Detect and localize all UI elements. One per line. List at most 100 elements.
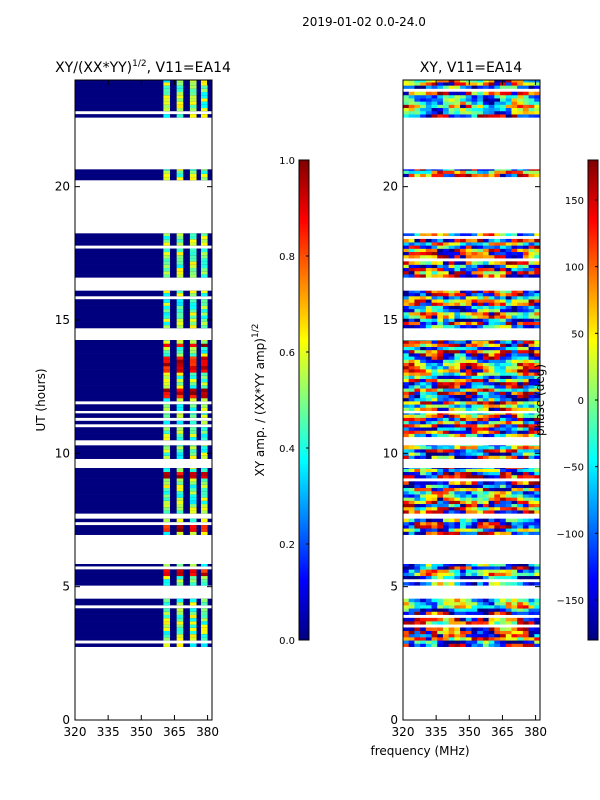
phase-cell (471, 242, 478, 246)
amplitude-channel-cell (189, 582, 197, 586)
phase-cell (482, 404, 489, 408)
phase-cell (477, 531, 484, 535)
phase-cell (437, 318, 444, 322)
amplitude-row (75, 375, 212, 379)
phase-cell (482, 245, 489, 249)
phase-cell (425, 270, 432, 275)
phase-cell (403, 414, 410, 418)
phase-cell (534, 420, 540, 425)
phase-cell (437, 621, 444, 625)
phase-cell (494, 575, 501, 580)
phase-cell (477, 417, 484, 422)
phase-cell (425, 369, 432, 373)
amplitude-colorbar-label: XY amp. / (XX*YY amp)1/2 (251, 324, 267, 477)
phase-cell (437, 484, 444, 489)
amplitude-channel-cell (189, 101, 197, 105)
phase-cell (425, 264, 432, 269)
phase-cell (437, 391, 444, 395)
phase-cell (528, 630, 535, 635)
phase-colorbar-tick-label: 50 (571, 329, 584, 340)
phase-cell (471, 445, 478, 450)
phase-cell (471, 318, 478, 322)
phase-cell (505, 324, 512, 329)
phase-cell (465, 248, 472, 253)
phase-cell (534, 397, 540, 402)
phase-cell (505, 481, 512, 485)
phase-cell (442, 497, 449, 501)
phase-cell (494, 455, 501, 459)
phase-cell (477, 420, 484, 425)
phase-cell (488, 85, 495, 89)
phase-cell (425, 407, 432, 411)
phase-cell (425, 91, 432, 96)
phase-cell (505, 633, 512, 638)
phase-cell (414, 531, 421, 535)
phase-cell (454, 414, 461, 418)
phase-cell (528, 518, 535, 523)
phase-cell (425, 340, 432, 344)
amplitude-ytick-label: 10 (55, 446, 70, 460)
amplitude-row (75, 494, 212, 498)
amplitude-channel-cell (163, 621, 171, 625)
phase-cell (414, 356, 421, 360)
phase-cell (431, 299, 438, 303)
phase-cell (448, 369, 455, 373)
amplitude-channel-cell (189, 490, 197, 495)
phase-cell (460, 420, 467, 425)
amplitude-channel-cell (176, 490, 184, 495)
phase-cell (534, 91, 540, 96)
phase-cell (460, 510, 467, 514)
phase-cell (505, 474, 512, 479)
phase-cell (442, 598, 449, 603)
phase-cell (442, 518, 449, 523)
amplitude-channel-cell (163, 525, 171, 529)
phase-cell (500, 484, 507, 489)
phase-cell (408, 267, 415, 272)
phase-cell (460, 110, 467, 115)
phase-cell (437, 369, 444, 373)
phase-cell (408, 617, 415, 622)
phase-cell (437, 633, 444, 638)
amplitude-row (75, 381, 212, 386)
amplitude-channel-cell (200, 101, 208, 105)
amplitude-channel-cell (200, 497, 208, 501)
phase-cell (517, 359, 524, 363)
phase-cell (522, 630, 529, 635)
phase-cell (488, 107, 495, 112)
phase-cell (471, 245, 478, 249)
phase-cell (448, 611, 455, 615)
phase-cell (448, 484, 455, 489)
phase-cell (414, 264, 421, 269)
phase-cell (482, 169, 489, 171)
phase-cell (471, 487, 478, 492)
amplitude-channel-cell (176, 407, 184, 411)
amplitude-channel-cell (189, 375, 197, 379)
phase-cell (482, 251, 489, 256)
phase-cell (431, 413, 438, 415)
amplitude-channel-cell (200, 365, 208, 370)
phase-cell (431, 353, 438, 357)
phase-cell (528, 91, 535, 96)
phase-cell (505, 487, 512, 492)
phase-cell (534, 417, 540, 422)
phase-cell (442, 315, 449, 319)
phase-cell (517, 494, 524, 498)
phase-cell (460, 414, 467, 418)
amplitude-channel-cell (176, 503, 184, 508)
phase-cell (517, 445, 524, 450)
amplitude-channel-cell (176, 170, 184, 174)
phase-cell (494, 292, 501, 297)
phase-cell (437, 292, 444, 297)
phase-cell (425, 274, 432, 278)
phase-cell (420, 292, 427, 297)
phase-cell (448, 321, 455, 326)
phase-cell (460, 404, 467, 408)
phase-cell (494, 471, 501, 476)
phase-cell (408, 474, 415, 479)
phase-cell (494, 308, 501, 313)
phase-cell (482, 487, 489, 492)
phase-cell (425, 372, 432, 376)
phase-cell (488, 572, 495, 577)
phase-cell (477, 98, 484, 102)
